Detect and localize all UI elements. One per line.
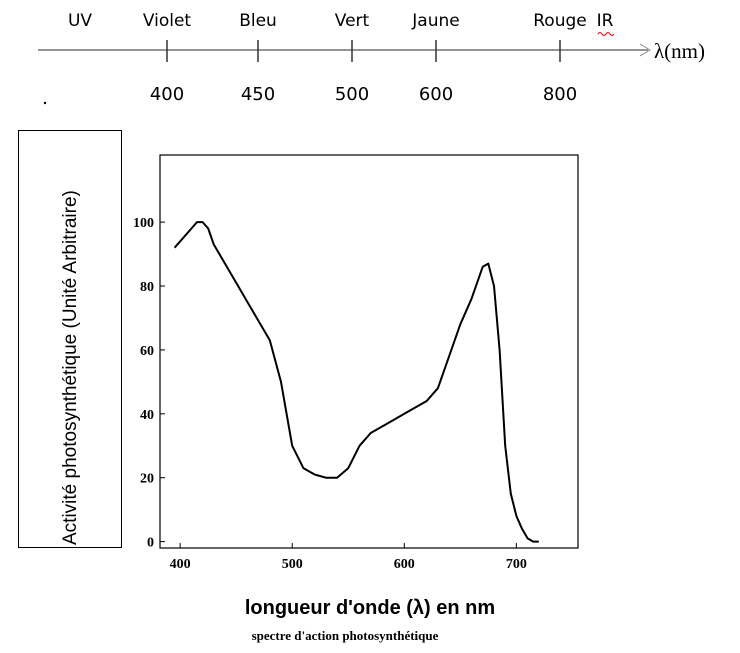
x-tick-label: 600 [394,557,415,572]
y-tick-label: 20 [140,472,154,487]
color-name: Jaune [411,11,459,31]
color-name: IR [597,11,614,31]
x-axis-label: longueur d'onde (λ) en nm [245,597,495,619]
x-tick-label: 700 [506,557,527,572]
spell-underline [597,31,615,37]
spectrum-tick-label: 400 [150,84,184,105]
y-tick-label: 100 [133,216,154,231]
data-line [173,221,539,543]
plot-frame [159,154,579,549]
spectrum-tick-label: 800 [543,84,577,105]
color-name: Rouge [533,11,586,31]
spectrum-tick-label: 600 [419,84,453,105]
color-name: Violet [143,11,192,31]
spectrum-tick-label: 500 [335,84,369,105]
y-tick-label: 40 [140,408,154,423]
y-tick-label: 0 [147,536,154,551]
color-name: Vert [335,11,370,31]
spectrum-tick-label: 450 [241,84,275,105]
spectrum-axis-label: λ(nm) [654,39,705,63]
arrow-head [639,43,651,57]
x-tick-label: 400 [170,557,191,572]
y-tick-label: 80 [140,280,154,295]
color-name: Bleu [239,11,277,31]
dot [43,101,47,105]
y-axis-label-box: Activité photosynthétique (Unité Arbitra… [18,130,122,548]
color-name: UV [68,11,92,31]
y-axis-label: Activité photosynthétique (Unité Arbitra… [60,190,81,545]
y-tick-label: 60 [140,344,154,359]
x-tick-label: 500 [282,557,303,572]
caption: spectre d'action photosynthétique [252,628,439,643]
